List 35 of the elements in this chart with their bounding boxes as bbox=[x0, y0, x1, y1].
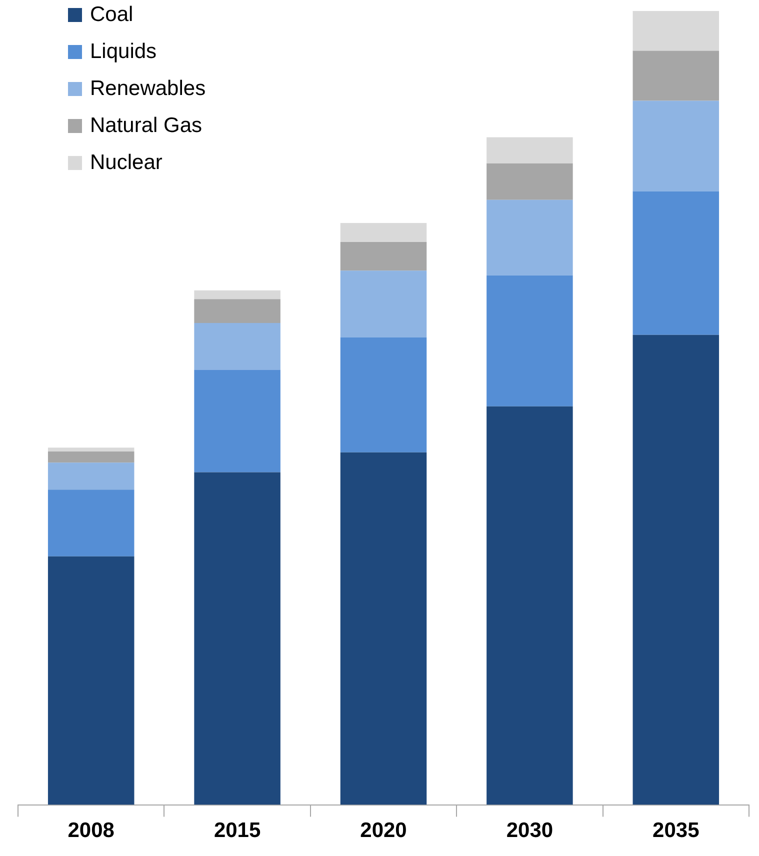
legend-label: Natural Gas bbox=[90, 114, 202, 138]
bar bbox=[486, 406, 573, 805]
bar bbox=[194, 299, 280, 323]
x-tick-label: 2030 bbox=[506, 819, 554, 842]
bar bbox=[340, 452, 427, 805]
bar bbox=[48, 462, 134, 490]
legend-label: Nuclear bbox=[90, 151, 162, 175]
x-tick-label: 2015 bbox=[214, 819, 261, 842]
x-tick-label: 2008 bbox=[68, 819, 115, 842]
bar bbox=[486, 163, 573, 200]
bar bbox=[48, 452, 134, 463]
x-tick-label: 2035 bbox=[652, 819, 700, 842]
legend-label: Liquids bbox=[90, 40, 157, 64]
bar bbox=[340, 337, 427, 452]
bar bbox=[632, 191, 720, 335]
bar bbox=[486, 200, 573, 276]
legend-label: Renewables bbox=[90, 77, 206, 101]
bar bbox=[194, 290, 280, 300]
bar bbox=[194, 370, 280, 472]
bar bbox=[194, 322, 280, 370]
bar bbox=[486, 137, 573, 164]
bar bbox=[340, 270, 427, 338]
bar bbox=[340, 242, 427, 271]
bar bbox=[48, 556, 134, 805]
bar bbox=[632, 11, 720, 51]
legend-label: Coal bbox=[90, 3, 134, 27]
bar bbox=[194, 472, 280, 805]
x-tick-label: 2020 bbox=[360, 819, 407, 842]
bar bbox=[486, 275, 573, 406]
bar bbox=[340, 222, 427, 242]
bar bbox=[48, 490, 134, 556]
bar bbox=[48, 448, 134, 452]
bar bbox=[632, 50, 720, 101]
bar bbox=[632, 334, 720, 805]
bar bbox=[632, 100, 720, 192]
